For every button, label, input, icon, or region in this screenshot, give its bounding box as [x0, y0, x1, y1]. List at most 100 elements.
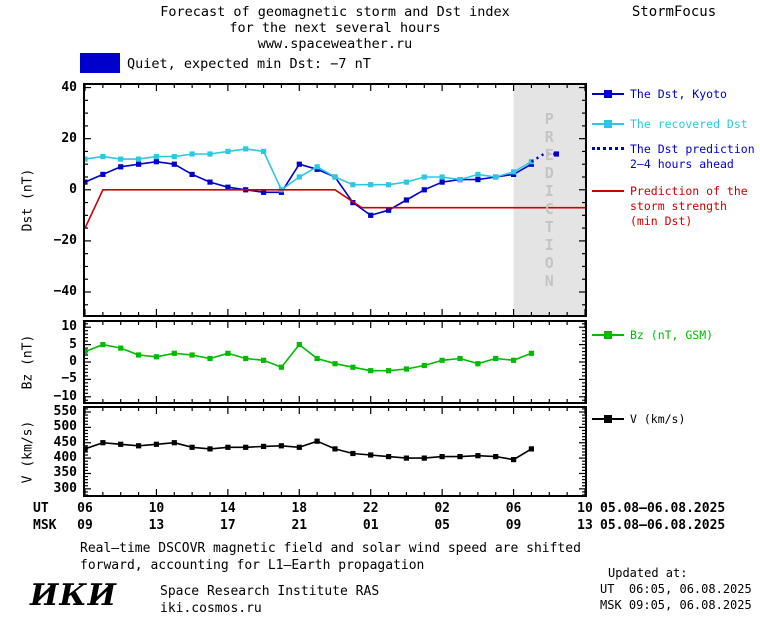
data-point	[296, 342, 302, 348]
x-tick-label-ut: 10	[148, 501, 165, 516]
series-line-0	[85, 440, 532, 461]
data-point	[261, 443, 267, 449]
y-tick-label: 500	[53, 419, 77, 435]
iki-logo: ИКИ	[30, 578, 117, 613]
y-tick-label: 20	[61, 130, 77, 146]
data-point	[100, 154, 106, 160]
data-point	[457, 454, 463, 460]
storm-strength-marker-icon	[592, 184, 624, 199]
data-point	[207, 151, 213, 157]
data-point	[439, 454, 445, 460]
title-url: www.spaceweather.ru	[257, 36, 413, 52]
x-tick-label-ut: 06	[77, 501, 93, 516]
bz-marker-icon	[592, 328, 624, 343]
data-point	[457, 355, 463, 362]
x-tick-label-msk: 17	[220, 518, 236, 533]
data-point	[278, 443, 284, 449]
legend-dst-prediction-label: The Dst prediction 2–4 hours ahead	[630, 142, 755, 171]
dst-axis-label: Dst (nT)	[20, 168, 36, 232]
data-point	[85, 446, 88, 452]
data-point	[475, 361, 481, 367]
y-tick-label: −20	[53, 232, 77, 248]
legend-bz-label: Bz (nT, GSM)	[630, 328, 714, 342]
data-point	[243, 355, 249, 362]
y-tick-label: 0	[69, 354, 77, 369]
y-tick-label: 450	[53, 434, 77, 450]
dst-chart	[83, 83, 587, 317]
prediction-band-label: P R E D I C T I O N	[544, 110, 554, 290]
data-point	[528, 350, 534, 356]
data-point	[368, 368, 374, 374]
y-tick-label: 350	[53, 465, 77, 481]
data-point	[189, 352, 195, 358]
data-point	[332, 446, 338, 452]
v-chart	[83, 406, 587, 497]
x-tick-label-msk: 09	[77, 518, 93, 533]
data-point	[100, 440, 106, 446]
x-tick-label-ut: 18	[291, 501, 308, 516]
x-tick-label-msk: 01	[362, 518, 379, 533]
v-marker-icon	[592, 412, 624, 427]
data-point	[171, 161, 177, 167]
data-point	[314, 164, 320, 170]
data-point	[368, 212, 374, 218]
data-point	[207, 355, 213, 362]
bz-chart	[83, 320, 587, 404]
institute-website: iki.cosmos.ru	[160, 601, 262, 616]
data-point	[225, 350, 231, 356]
ut-date-range: 05.08–06.08.2025	[600, 501, 726, 516]
data-point	[475, 177, 481, 183]
updated-at-label: Updated at:	[608, 566, 688, 580]
storm-level-swatch	[80, 53, 120, 73]
prediction-band	[513, 85, 585, 315]
series-line-3	[85, 189, 585, 229]
x-tick-label-msk: 13	[148, 518, 165, 533]
data-point	[136, 352, 142, 358]
data-point	[386, 368, 392, 374]
y-tick-label: 300	[53, 480, 77, 496]
x-tick-label-msk: 21	[291, 518, 308, 533]
data-point	[457, 177, 463, 183]
institute-name: Space Research Institute RAS	[160, 584, 380, 599]
data-point	[314, 438, 320, 444]
data-point	[278, 364, 284, 370]
data-point	[153, 154, 159, 160]
legend-recovered-dst-label: The recovered Dst	[630, 117, 748, 131]
data-point	[118, 441, 124, 447]
data-point	[207, 179, 213, 185]
legend-storm-strength-label: Prediction of the storm strength (min Ds…	[630, 184, 748, 228]
data-point	[261, 148, 267, 154]
data-point	[386, 182, 392, 188]
data-point	[171, 440, 177, 446]
bz-chart-plot	[85, 322, 585, 402]
title-line-2: for the next several hours	[229, 20, 441, 36]
data-point	[350, 182, 356, 188]
data-point	[528, 446, 534, 452]
data-point	[100, 171, 106, 177]
data-point	[85, 179, 88, 185]
data-point	[350, 364, 356, 370]
data-point	[403, 179, 409, 185]
data-point	[225, 148, 231, 154]
x-tick-label-msk: 05	[434, 518, 450, 533]
legend-dst-kyoto-label: The Dst, Kyoto	[630, 87, 727, 101]
data-point	[439, 179, 445, 185]
data-point	[85, 156, 88, 162]
updated-msk: MSK 09:05, 06.08.2025	[600, 598, 752, 612]
y-tick-label: 5	[69, 336, 77, 352]
data-point	[261, 189, 267, 195]
legend-bz: Bz (nT, GSM)	[592, 328, 760, 343]
data-point	[332, 174, 338, 180]
data-point	[368, 452, 374, 458]
legend-recovered-dst: The recovered Dst	[592, 117, 760, 132]
data-point	[85, 349, 88, 355]
storm-level-text: Quiet, expected min Dst: −7 nT	[127, 56, 371, 72]
data-point	[421, 187, 427, 193]
data-point	[118, 156, 124, 162]
data-point	[553, 151, 559, 157]
note-line-1: Real–time DSCOVR magnetic field and sola…	[80, 541, 581, 556]
data-point	[100, 342, 106, 348]
dst-prediction-marker-icon	[592, 142, 624, 157]
data-point	[189, 444, 195, 450]
data-point	[136, 161, 142, 167]
